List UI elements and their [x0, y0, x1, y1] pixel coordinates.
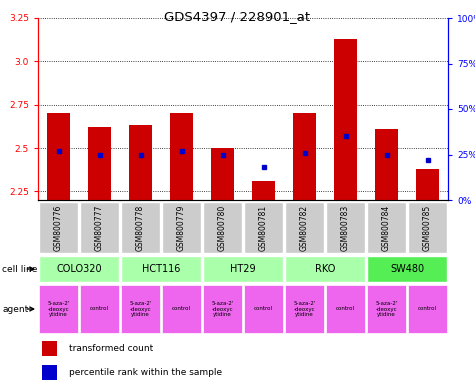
- Text: GSM800778: GSM800778: [136, 204, 145, 251]
- Bar: [334, 39, 357, 200]
- Bar: [367, 285, 406, 333]
- Bar: [375, 129, 398, 200]
- Text: agent: agent: [2, 305, 28, 313]
- Bar: [39, 202, 78, 253]
- Bar: [367, 257, 447, 281]
- Text: GSM800781: GSM800781: [259, 204, 268, 251]
- Bar: [80, 202, 119, 253]
- Bar: [42, 341, 57, 356]
- Text: control: control: [90, 306, 109, 311]
- Text: COLO320: COLO320: [56, 264, 102, 274]
- Text: 5-aza-2'
-deoxyc
ytidine: 5-aza-2' -deoxyc ytidine: [293, 301, 316, 317]
- Bar: [326, 202, 365, 253]
- Bar: [39, 285, 78, 333]
- Text: 5-aza-2'
-deoxyc
ytidine: 5-aza-2' -deoxyc ytidine: [375, 301, 398, 317]
- Text: GSM800776: GSM800776: [54, 204, 63, 251]
- Text: 5-aza-2'
-deoxyc
ytidine: 5-aza-2' -deoxyc ytidine: [129, 301, 152, 317]
- Text: GSM800779: GSM800779: [177, 204, 186, 251]
- Bar: [293, 113, 316, 200]
- Text: control: control: [418, 306, 437, 311]
- Text: percentile rank within the sample: percentile rank within the sample: [69, 368, 222, 377]
- Bar: [203, 202, 242, 253]
- Bar: [162, 202, 201, 253]
- Bar: [211, 148, 234, 200]
- Text: cell line: cell line: [2, 265, 38, 273]
- Text: HT29: HT29: [230, 264, 256, 274]
- Bar: [408, 202, 447, 253]
- Text: GSM800777: GSM800777: [95, 204, 104, 251]
- Bar: [285, 202, 324, 253]
- Bar: [285, 285, 324, 333]
- Bar: [80, 285, 119, 333]
- Bar: [88, 127, 111, 200]
- Text: GSM800782: GSM800782: [300, 204, 309, 251]
- Text: control: control: [254, 306, 273, 311]
- Bar: [39, 257, 119, 281]
- Bar: [162, 285, 201, 333]
- Bar: [326, 285, 365, 333]
- Text: GSM800783: GSM800783: [341, 204, 350, 251]
- Bar: [121, 202, 160, 253]
- Text: GSM800780: GSM800780: [218, 204, 227, 251]
- Bar: [121, 257, 201, 281]
- Bar: [170, 113, 193, 200]
- Text: GSM800784: GSM800784: [382, 204, 391, 251]
- Bar: [367, 202, 406, 253]
- Bar: [121, 285, 160, 333]
- Bar: [42, 366, 57, 380]
- Text: HCT116: HCT116: [142, 264, 180, 274]
- Text: control: control: [172, 306, 191, 311]
- Text: GSM800785: GSM800785: [423, 204, 432, 251]
- Text: GDS4397 / 228901_at: GDS4397 / 228901_at: [164, 10, 311, 23]
- Text: 5-aza-2'
-deoxyc
ytidine: 5-aza-2' -deoxyc ytidine: [211, 301, 234, 317]
- Text: SW480: SW480: [390, 264, 424, 274]
- Text: 5-aza-2'
-deoxyc
ytidine: 5-aza-2' -deoxyc ytidine: [48, 301, 70, 317]
- Bar: [244, 285, 283, 333]
- Bar: [203, 257, 283, 281]
- Bar: [203, 285, 242, 333]
- Bar: [285, 257, 365, 281]
- Text: control: control: [336, 306, 355, 311]
- Bar: [47, 113, 70, 200]
- Bar: [129, 126, 152, 200]
- Bar: [416, 169, 439, 200]
- Bar: [252, 181, 275, 200]
- Bar: [408, 285, 447, 333]
- Text: RKO: RKO: [315, 264, 335, 274]
- Bar: [244, 202, 283, 253]
- Text: transformed count: transformed count: [69, 344, 153, 353]
